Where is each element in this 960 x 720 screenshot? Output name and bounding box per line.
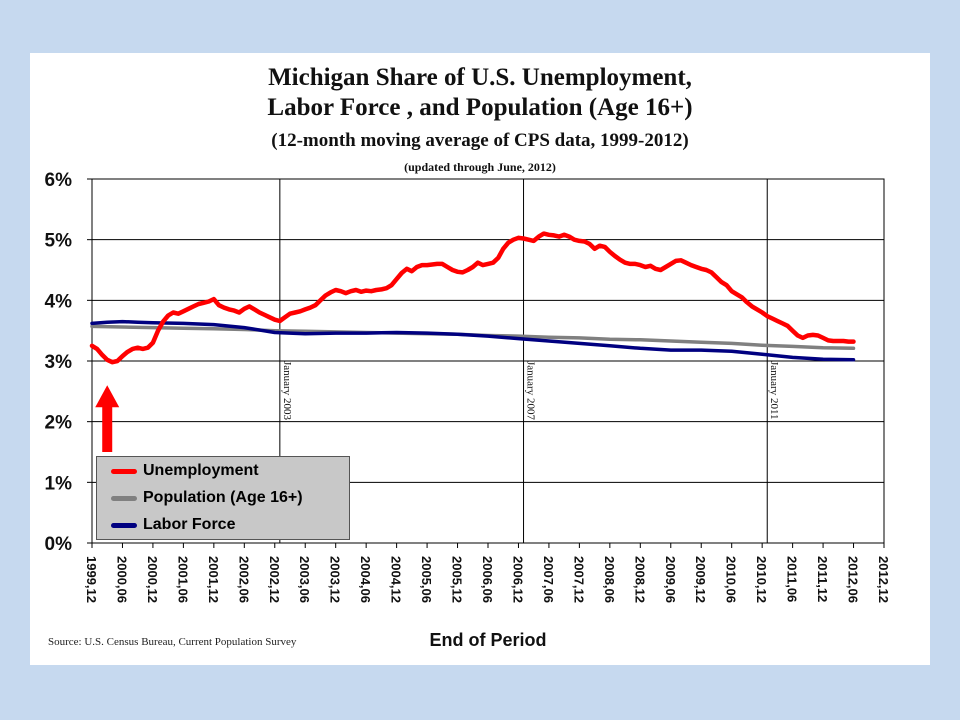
x-tick-label: 2004,06: [358, 556, 373, 603]
legend-label-unemployment: Unemployment: [143, 462, 259, 479]
chart-subtitle: (12-month moving average of CPS data, 19…: [271, 130, 689, 151]
x-axis-title: End of Period: [429, 630, 547, 650]
y-tick-label: 5%: [45, 231, 73, 252]
legend-item-labor-force: Labor Force: [111, 515, 235, 535]
x-tick-label: 1999,12: [84, 556, 99, 603]
annotation-label: January 2007: [525, 361, 537, 420]
legend-item-unemployment: Unemployment: [111, 461, 259, 481]
x-tick-label: 2010,12: [754, 556, 769, 603]
y-tick-label: 2%: [45, 413, 73, 434]
annotation-label: January 2011: [768, 361, 780, 420]
x-tick-label: 2000,06: [114, 556, 129, 603]
chart-updated-note: (updated through June, 2012): [404, 160, 556, 174]
x-tick-label: 2003,06: [297, 556, 312, 603]
y-tick-label: 1%: [45, 473, 73, 494]
x-tick-label: 2008,12: [632, 556, 647, 603]
x-tick-label: 2011,06: [785, 556, 800, 602]
x-tick-label: 2005,06: [419, 556, 434, 603]
legend-swatch-population: [111, 495, 137, 501]
x-tick-label: 2002,06: [236, 556, 251, 603]
x-tick-label: 2011,12: [815, 556, 830, 602]
series-line-labor-force: [90, 319, 856, 362]
x-tick-label: 2009,06: [663, 556, 678, 603]
x-tick-label: 2009,12: [693, 556, 708, 603]
x-tick-label: 2007,06: [541, 556, 556, 603]
chart-title-line1: Michigan Share of U.S. Unemployment,: [268, 64, 692, 91]
chart-legend: Unemployment Population (Age 16+) Labor …: [96, 456, 350, 540]
legend-item-population: Population (Age 16+): [111, 488, 303, 508]
x-tick-label: 2002,12: [267, 556, 282, 603]
chart-title-line2: Labor Force , and Population (Age 16+): [267, 94, 693, 121]
x-tick-label: 2003,12: [328, 556, 343, 603]
x-tick-label: 2008,06: [602, 556, 617, 603]
annotation-label: January 2003: [281, 361, 293, 420]
y-tick-label: 4%: [45, 291, 73, 312]
x-tick-label: 2001,12: [206, 556, 221, 603]
x-tick-label: 2007,12: [571, 556, 586, 603]
legend-label-population: Population (Age 16+): [143, 489, 303, 506]
x-tick-label: 2000,12: [145, 556, 160, 603]
y-tick-label: 6%: [45, 170, 73, 191]
red-arrow-icon: [95, 385, 120, 452]
legend-swatch-unemployment: [111, 468, 137, 474]
x-tick-label: 2012,12: [876, 556, 891, 603]
x-tick-label: 2010,06: [724, 556, 739, 603]
x-tick-label: 2004,12: [389, 556, 404, 603]
x-tick-label: 2012,06: [846, 556, 861, 603]
x-tick-label: 2006,12: [510, 556, 525, 603]
y-tick-label: 0%: [45, 534, 73, 555]
legend-label-labor-force: Labor Force: [143, 516, 236, 533]
x-tick-label: 2005,12: [450, 556, 465, 603]
legend-swatch-labor-force: [111, 522, 137, 528]
x-tick-label: 2001,06: [175, 556, 190, 603]
series-line-unemployment: [89, 231, 856, 365]
x-tick-label: 2006,06: [480, 556, 495, 603]
y-tick-label: 3%: [45, 352, 73, 373]
source-note: Source: U.S. Census Bureau, Current Popu…: [48, 636, 297, 648]
